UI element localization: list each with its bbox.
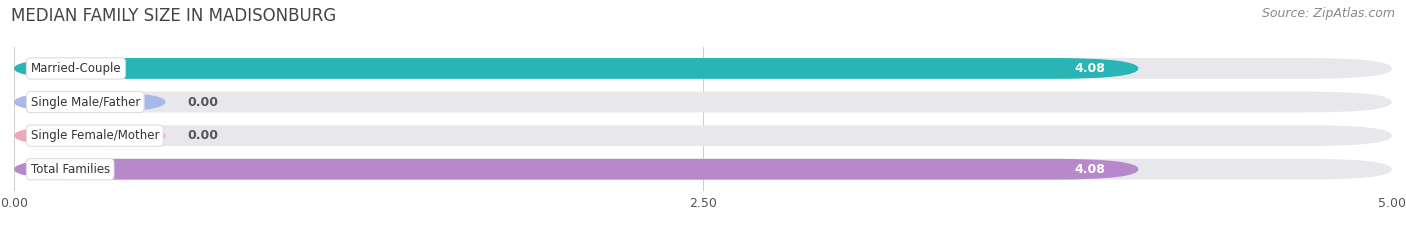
Text: 0.00: 0.00 <box>187 129 219 142</box>
Text: 4.08: 4.08 <box>1074 163 1105 176</box>
FancyBboxPatch shape <box>14 125 166 146</box>
Text: Single Male/Father: Single Male/Father <box>31 96 141 109</box>
FancyBboxPatch shape <box>14 125 1392 146</box>
FancyBboxPatch shape <box>14 92 166 113</box>
FancyBboxPatch shape <box>14 159 1392 180</box>
Text: 0.00: 0.00 <box>187 96 219 109</box>
Text: Single Female/Mother: Single Female/Mother <box>31 129 159 142</box>
FancyBboxPatch shape <box>14 58 1392 79</box>
Text: Total Families: Total Families <box>31 163 110 176</box>
FancyBboxPatch shape <box>14 92 1392 113</box>
FancyBboxPatch shape <box>14 159 1139 180</box>
Text: Married-Couple: Married-Couple <box>31 62 121 75</box>
Text: Source: ZipAtlas.com: Source: ZipAtlas.com <box>1261 7 1395 20</box>
FancyBboxPatch shape <box>14 58 1139 79</box>
Text: MEDIAN FAMILY SIZE IN MADISONBURG: MEDIAN FAMILY SIZE IN MADISONBURG <box>11 7 336 25</box>
Text: 4.08: 4.08 <box>1074 62 1105 75</box>
